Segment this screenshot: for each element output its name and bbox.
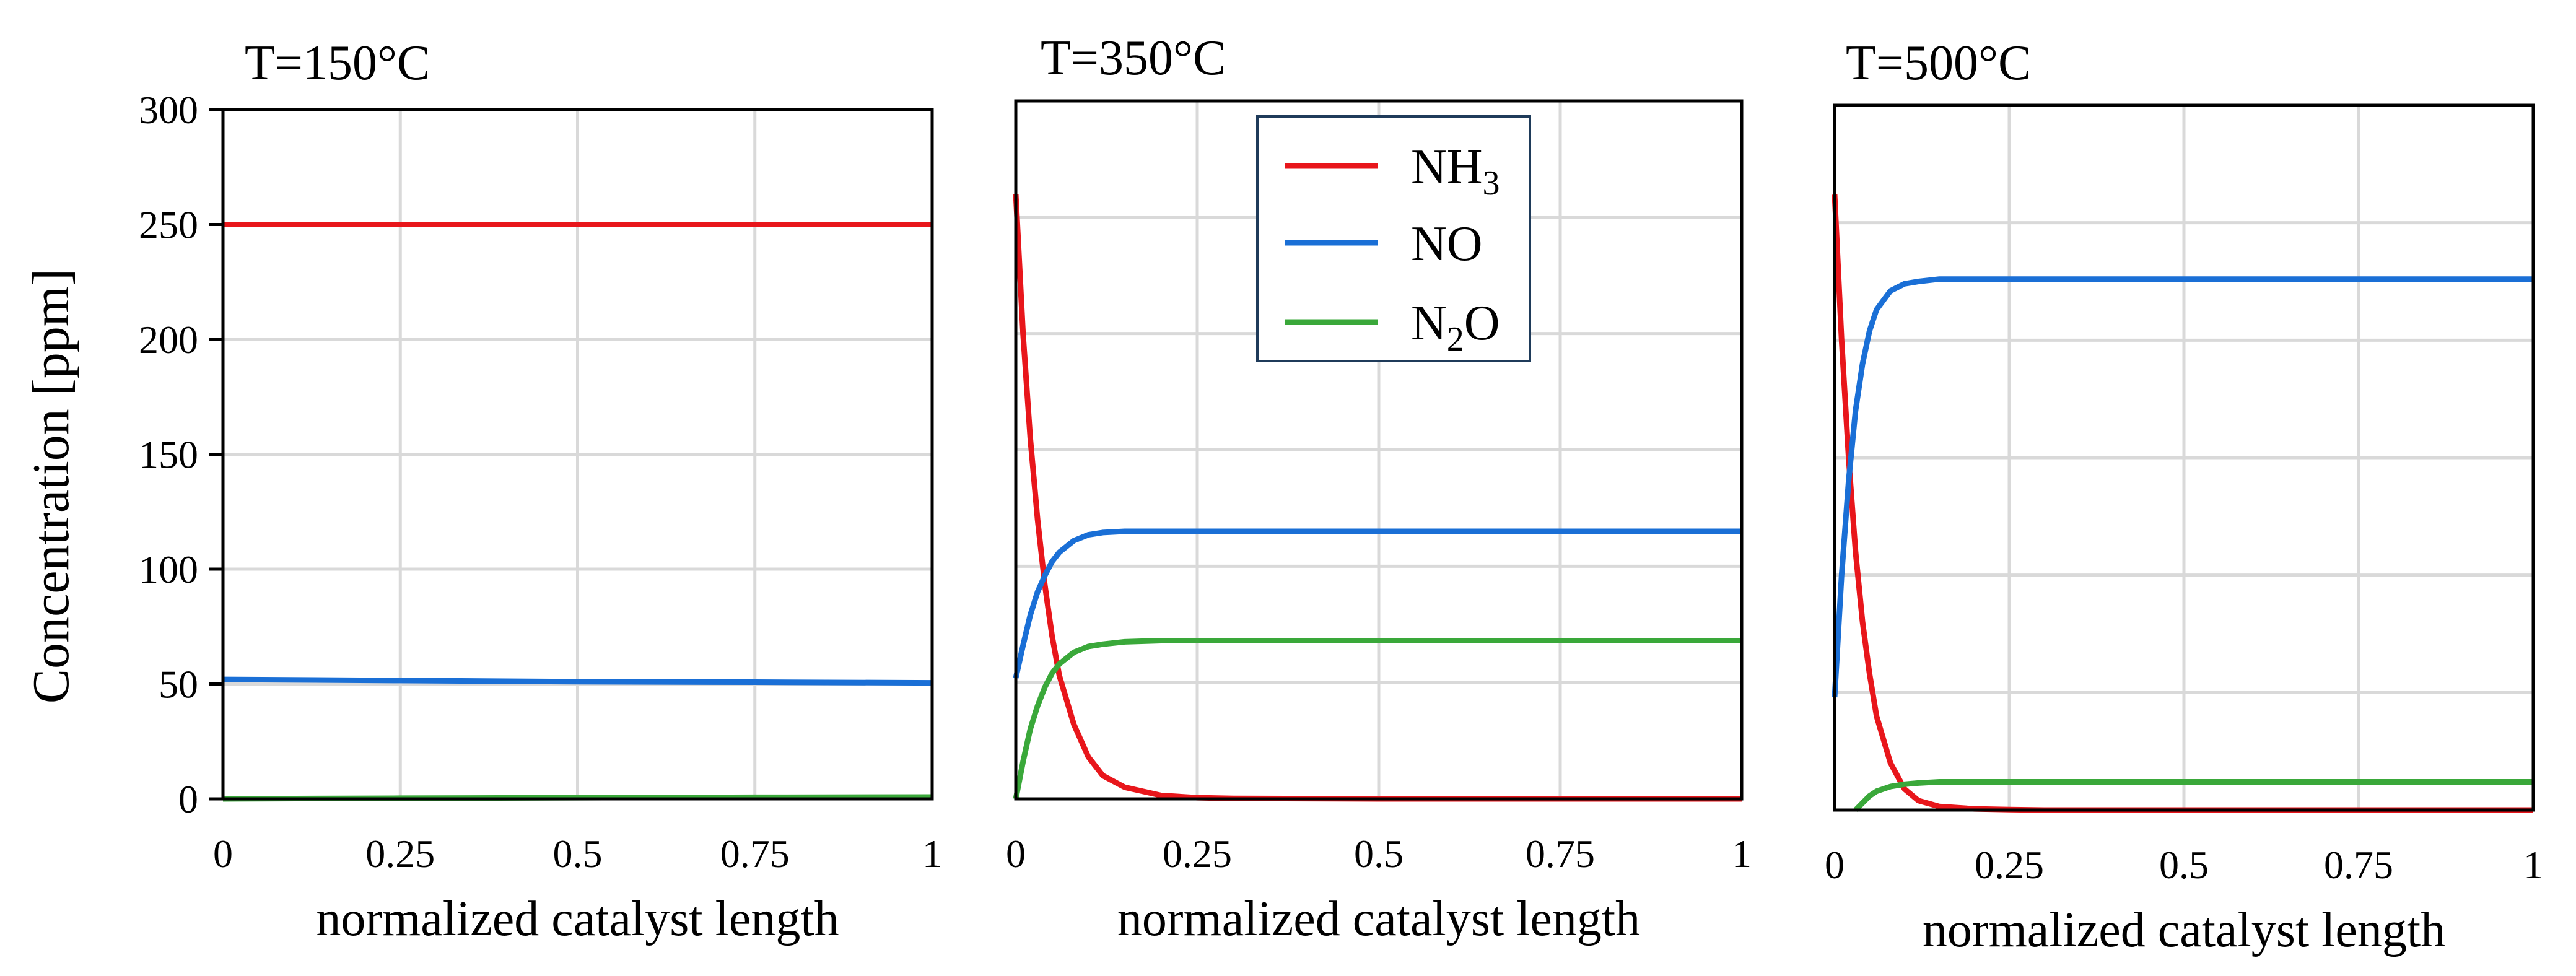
panel-2: 0 0.25 0.5 0.75 1 normalized catalyst length T… (1006, 31, 1752, 946)
y-tick-label: 50 (159, 663, 198, 707)
panel-1: 0 0.25 0.5 0.75 1 0 50 100 150 200 250 300 normalize… (139, 36, 942, 946)
x-tick-label: 0 (1825, 843, 1845, 887)
series-line-no (1832, 276, 2533, 698)
x-tick-label: 0.25 (1163, 832, 1232, 876)
x-tick-label: 0 (213, 832, 233, 876)
panel-title: T=150°C (245, 36, 430, 90)
x-tick-label: 0 (1006, 832, 1026, 876)
x-tick-label: 0.5 (1354, 832, 1404, 876)
series-line-no (1013, 528, 1742, 679)
plot-frame (1833, 103, 2535, 812)
panel-title: T=500°C (1846, 36, 2031, 90)
x-tick-label: 0.25 (365, 832, 435, 876)
legend-label-n2o: N2O (1411, 296, 1500, 359)
legend-label-nh3: NH3 (1411, 140, 1500, 203)
y-tick-label: 100 (139, 547, 198, 591)
x-tick-label: 0.75 (720, 832, 790, 876)
x-axis-label: normalized catalyst length (316, 892, 839, 946)
x-tick-label: 0.5 (553, 832, 603, 876)
y-axis-label: Concentration [ppm] (22, 269, 80, 704)
series-line-n2o (1853, 779, 2533, 813)
y-tick-label: 300 (139, 88, 198, 132)
series-line-n2o (1013, 638, 1742, 800)
x-tick-label: 1 (1732, 832, 1752, 876)
panel-title: T=350°C (1041, 31, 1226, 85)
x-axis-label: normalized catalyst length (1923, 903, 2445, 957)
legend-label-no: NO (1411, 217, 1483, 271)
x-tick-label: 1 (2523, 843, 2543, 887)
x-tick-label: 0.75 (1526, 832, 1595, 876)
y-tick-label: 200 (139, 318, 198, 362)
y-tick-label: 150 (139, 433, 198, 477)
legend: NH3 NO N2O (1256, 115, 1531, 362)
series-line-no (222, 676, 933, 686)
x-axis-label: normalized catalyst length (1117, 892, 1640, 946)
y-tick-label: 0 (178, 777, 198, 821)
plot-frame (1014, 99, 1744, 801)
y-tick-label: 250 (139, 203, 198, 247)
panel-3: 0 0.25 0.5 0.75 1 normalized catalyst length T… (1825, 36, 2543, 957)
x-tick-label: 1 (922, 832, 942, 876)
x-tick-label: 0.75 (2324, 843, 2393, 887)
x-tick-label: 0.25 (1975, 843, 2044, 887)
x-tick-label: 0.5 (2159, 843, 2209, 887)
